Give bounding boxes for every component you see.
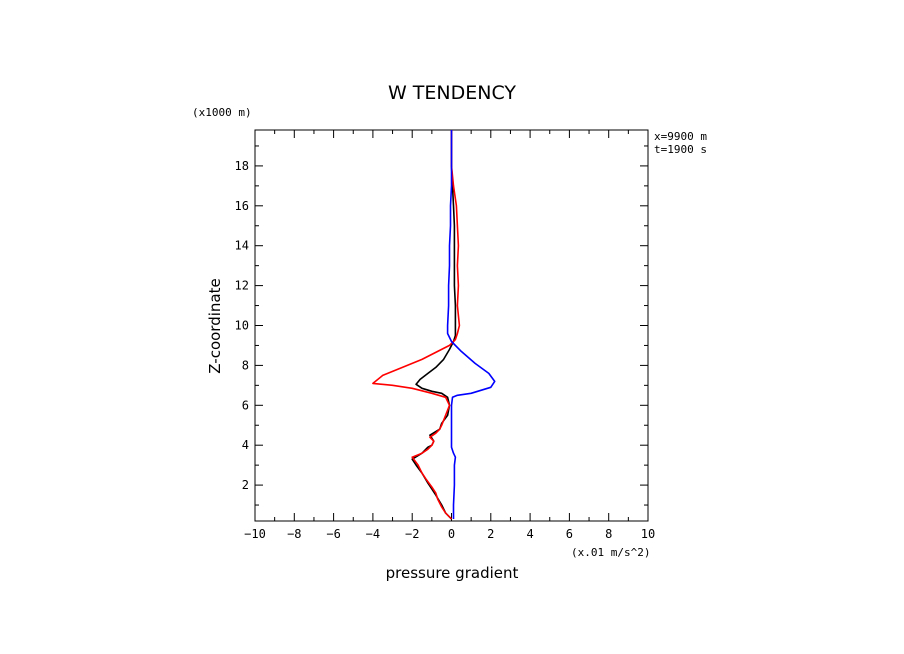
series-line-red — [372, 130, 461, 520]
x-tick-label: −6 — [326, 527, 340, 541]
x-tick-label: 4 — [526, 527, 533, 541]
y-tick-label: 12 — [235, 279, 249, 293]
x-tick-label: −10 — [244, 527, 266, 541]
x-tick-label: −8 — [287, 527, 301, 541]
y-tick-labels: 2 4 6 8 10 12 14 16 18 — [235, 159, 249, 492]
y-tick-label: 8 — [242, 358, 249, 372]
y-tick-label: 18 — [235, 159, 249, 173]
series-layer — [372, 130, 496, 520]
x-units-label: (x.01 m/s^2) — [571, 546, 650, 559]
x-tick-label: 10 — [641, 527, 655, 541]
series-line-black — [411, 130, 457, 520]
annotation-time: t=1900 s — [654, 143, 707, 156]
y-tick-label: 14 — [235, 239, 249, 253]
x-tick-label: 6 — [566, 527, 573, 541]
y-axis-label: Z-coordinate — [206, 278, 224, 373]
x-tick-label: 0 — [448, 527, 455, 541]
series-line-blue — [446, 130, 496, 519]
y-tick-label: 6 — [242, 398, 249, 412]
y-units-label: (x1000 m) — [192, 106, 252, 119]
annotation-x-position: x=9900 m — [654, 130, 707, 143]
y-tick-label: 10 — [235, 319, 249, 333]
x-tick-label: −2 — [405, 527, 419, 541]
x-axis-label: pressure gradient — [386, 564, 519, 582]
y-tick-label: 16 — [235, 199, 249, 213]
x-tick-label: 2 — [487, 527, 494, 541]
y-tick-label: 4 — [242, 438, 249, 452]
x-tick-label: 8 — [605, 527, 612, 541]
y-tick-label: 2 — [242, 478, 249, 492]
x-tick-label: −4 — [366, 527, 380, 541]
chart-title: W TENDENCY — [388, 82, 516, 104]
x-tick-labels: −10 −8 −6 −4 −2 0 2 4 6 8 10 — [244, 527, 655, 541]
